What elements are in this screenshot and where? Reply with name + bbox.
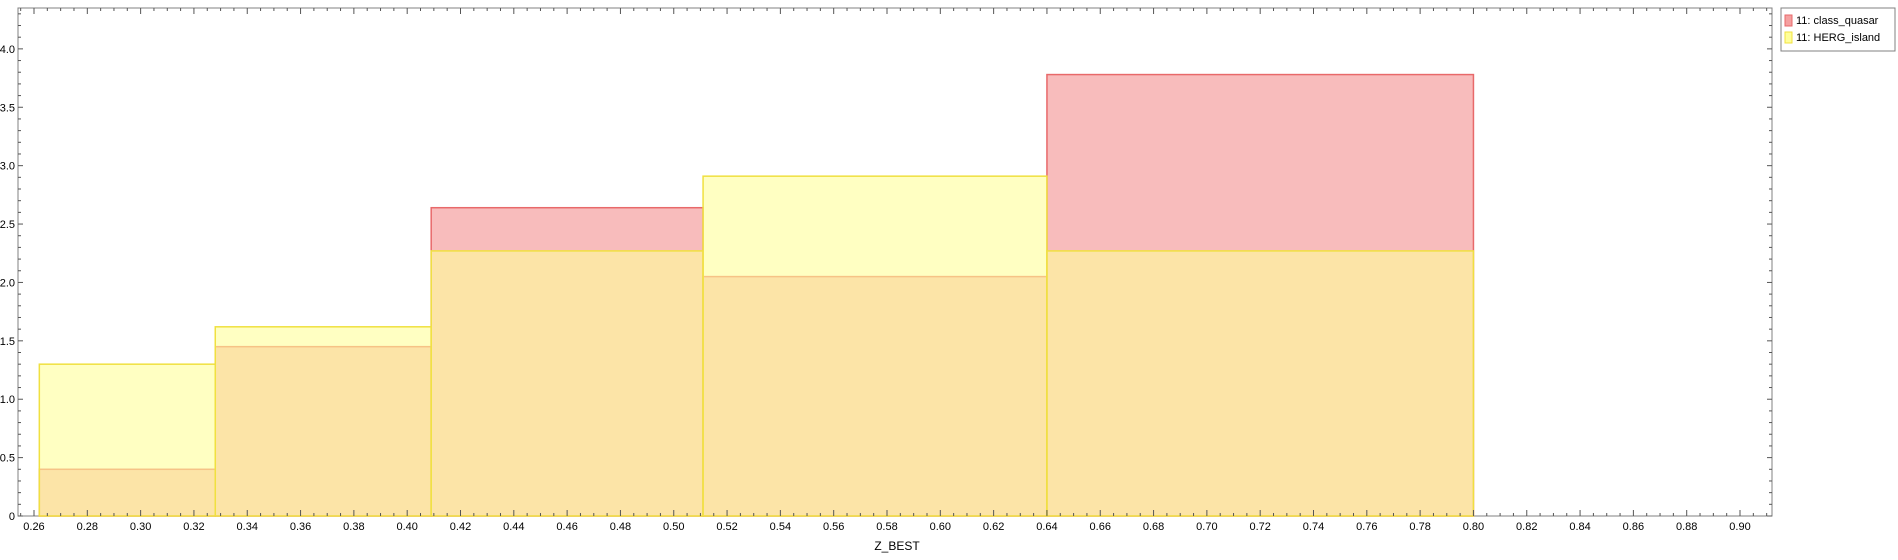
x-tick-label: 0.86 bbox=[1623, 521, 1644, 533]
y-tick-label: 2.0 bbox=[0, 277, 15, 289]
histogram-bar bbox=[38, 363, 217, 517]
x-tick-label: 0.60 bbox=[930, 521, 951, 533]
series-2 bbox=[38, 175, 1475, 517]
histogram-bar bbox=[430, 250, 704, 517]
x-tick-label: 0.84 bbox=[1569, 521, 1590, 533]
x-tick-label: 0.46 bbox=[556, 521, 577, 533]
legend-swatch bbox=[1784, 31, 1793, 44]
x-tick-label: 0.78 bbox=[1409, 521, 1430, 533]
legend-label: 11: HERG_island bbox=[1796, 32, 1880, 44]
x-tick-label: 0.32 bbox=[183, 521, 204, 533]
x-axis: 0.26 0.28 0.30 0.32 0.34 0.36 0.38 0.40 0.42 0.44… bbox=[20, 8, 1768, 533]
y-axis: 0 0.5 1.0 1.5 2.0 2.5 3.0 3.5 4.0 bbox=[0, 13, 1772, 523]
x-tick-label: 0.48 bbox=[610, 521, 631, 533]
x-tick-label: 0.82 bbox=[1516, 521, 1537, 533]
x-tick-label: 0.54 bbox=[770, 521, 791, 533]
x-tick-label: 0.90 bbox=[1729, 521, 1750, 533]
x-tick-label: 0.34 bbox=[237, 521, 258, 533]
y-tick-label: 1.5 bbox=[0, 336, 15, 348]
x-tick-label: 0.38 bbox=[343, 521, 364, 533]
x-tick-label: 0.64 bbox=[1036, 521, 1057, 533]
legend[interactable]: 11: class_quasar 11: HERG_island bbox=[1780, 7, 1896, 52]
x-tick-label: 0.66 bbox=[1090, 521, 1111, 533]
y-tick-label: 2.5 bbox=[0, 219, 15, 231]
y-tick-label: 0.5 bbox=[0, 453, 15, 465]
x-tick-label: 0.50 bbox=[663, 521, 684, 533]
x-tick-label: 0.42 bbox=[450, 521, 471, 533]
x-tick-label: 0.26 bbox=[23, 521, 44, 533]
legend-swatch bbox=[1784, 14, 1793, 27]
x-tick-label: 0.62 bbox=[983, 521, 1004, 533]
bars-layer bbox=[38, 73, 1475, 517]
x-tick-label: 0.44 bbox=[503, 521, 524, 533]
y-tick-label: 4.0 bbox=[0, 44, 15, 56]
x-tick-label: 0.80 bbox=[1463, 521, 1484, 533]
histogram-bar bbox=[1046, 250, 1475, 517]
x-tick-label: 0.58 bbox=[876, 521, 897, 533]
x-tick-label: 0.74 bbox=[1303, 521, 1324, 533]
y-tick-label: 1.0 bbox=[0, 394, 15, 406]
x-tick-label: 0.72 bbox=[1249, 521, 1270, 533]
y-tick-label: 0 bbox=[9, 511, 15, 523]
y-tick-label: 3.5 bbox=[0, 102, 15, 114]
x-tick-label: 0.70 bbox=[1196, 521, 1217, 533]
x-tick-label: 0.56 bbox=[823, 521, 844, 533]
histogram-bar bbox=[214, 326, 432, 517]
legend-label: 11: class_quasar bbox=[1796, 15, 1879, 27]
legend-frame bbox=[1780, 7, 1896, 52]
histogram-bar bbox=[702, 175, 1048, 517]
x-tick-label: 0.76 bbox=[1356, 521, 1377, 533]
x-tick-label: 0.68 bbox=[1143, 521, 1164, 533]
x-tick-label: 0.36 bbox=[290, 521, 311, 533]
x-tick-label: 0.40 bbox=[396, 521, 417, 533]
y-tick-label: 3.0 bbox=[0, 161, 15, 173]
x-axis-label: Z_BEST bbox=[874, 539, 920, 553]
x-tick-label: 0.52 bbox=[716, 521, 737, 533]
x-tick-label: 0.28 bbox=[77, 521, 98, 533]
x-tick-label: 0.30 bbox=[130, 521, 151, 533]
x-tick-label: 0.88 bbox=[1676, 521, 1697, 533]
